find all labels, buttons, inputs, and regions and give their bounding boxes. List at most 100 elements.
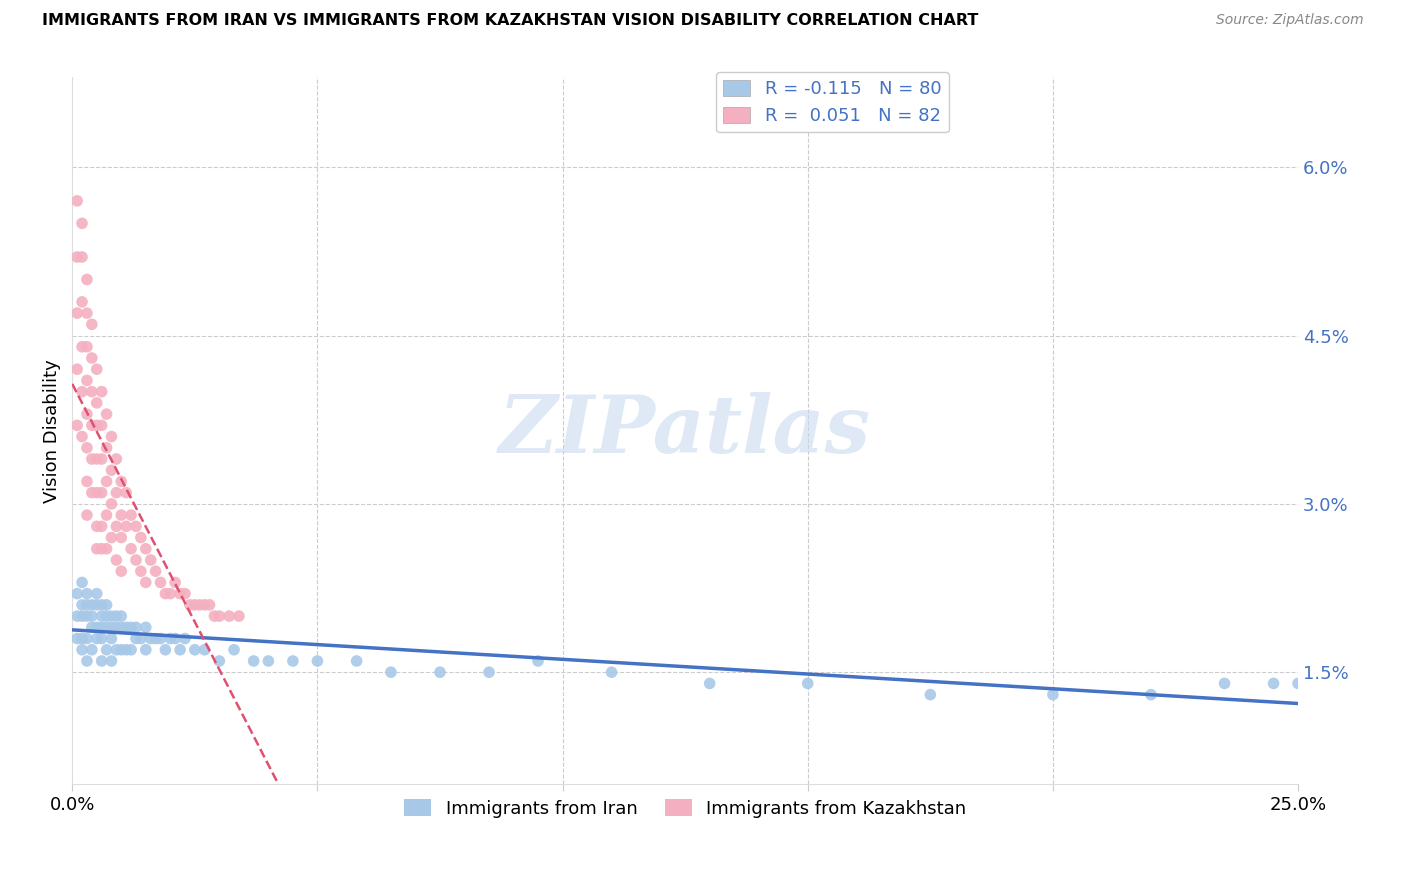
Point	[155, 642, 177, 657]
Point	[110, 609, 132, 624]
Point	[90, 418, 112, 433]
Point	[90, 620, 112, 634]
Point	[1286, 676, 1309, 690]
Point	[281, 654, 304, 668]
Point	[129, 564, 152, 578]
Point	[198, 598, 221, 612]
Point	[66, 250, 89, 264]
Point	[100, 463, 122, 477]
Point	[307, 654, 329, 668]
Point	[165, 575, 187, 590]
Point	[228, 609, 250, 624]
Point	[96, 620, 118, 634]
Point	[184, 642, 207, 657]
Point	[135, 575, 157, 590]
Point	[86, 620, 108, 634]
Text: Source: ZipAtlas.com: Source: ZipAtlas.com	[1216, 13, 1364, 28]
Point	[1140, 688, 1163, 702]
Point	[222, 642, 245, 657]
Point	[70, 429, 93, 443]
Point	[110, 531, 132, 545]
Point	[429, 665, 451, 680]
Point	[66, 609, 89, 624]
Point	[90, 384, 112, 399]
Point	[86, 396, 108, 410]
Point	[110, 475, 132, 489]
Point	[80, 620, 103, 634]
Point	[86, 418, 108, 433]
Point	[80, 418, 103, 433]
Point	[242, 654, 264, 668]
Point	[600, 665, 623, 680]
Point	[70, 340, 93, 354]
Point	[145, 564, 167, 578]
Point	[1042, 688, 1064, 702]
Point	[70, 598, 93, 612]
Point	[86, 452, 108, 467]
Point	[90, 598, 112, 612]
Point	[478, 665, 501, 680]
Point	[699, 676, 721, 690]
Point	[105, 519, 128, 533]
Point	[796, 676, 818, 690]
Point	[66, 587, 89, 601]
Point	[105, 485, 128, 500]
Point	[66, 194, 89, 208]
Point	[76, 441, 98, 455]
Point	[76, 587, 98, 601]
Point	[145, 632, 167, 646]
Point	[174, 587, 197, 601]
Point	[96, 642, 118, 657]
Point	[80, 598, 103, 612]
Point	[90, 654, 112, 668]
Point	[70, 609, 93, 624]
Y-axis label: Vision Disability: Vision Disability	[44, 359, 60, 503]
Point	[120, 541, 142, 556]
Point	[105, 620, 128, 634]
Point	[80, 351, 103, 365]
Point	[100, 632, 122, 646]
Point	[66, 632, 89, 646]
Point	[100, 654, 122, 668]
Point	[105, 642, 128, 657]
Point	[169, 587, 191, 601]
Point	[194, 598, 217, 612]
Point	[86, 541, 108, 556]
Point	[257, 654, 280, 668]
Point	[70, 575, 93, 590]
Point	[120, 508, 142, 522]
Point	[120, 620, 142, 634]
Point	[179, 598, 201, 612]
Point	[80, 609, 103, 624]
Point	[1213, 676, 1236, 690]
Point	[204, 609, 226, 624]
Point	[125, 620, 148, 634]
Point	[120, 642, 142, 657]
Point	[149, 575, 172, 590]
Point	[76, 407, 98, 421]
Point	[76, 373, 98, 387]
Point	[70, 294, 93, 309]
Point	[380, 665, 402, 680]
Point	[70, 250, 93, 264]
Point	[86, 632, 108, 646]
Point	[920, 688, 942, 702]
Point	[96, 508, 118, 522]
Point	[76, 340, 98, 354]
Point	[105, 553, 128, 567]
Point	[76, 632, 98, 646]
Point	[90, 632, 112, 646]
Point	[155, 587, 177, 601]
Point	[139, 553, 162, 567]
Point	[159, 587, 181, 601]
Point	[135, 620, 157, 634]
Point	[208, 609, 231, 624]
Point	[96, 541, 118, 556]
Point	[96, 441, 118, 455]
Point	[115, 519, 138, 533]
Point	[90, 541, 112, 556]
Point	[80, 384, 103, 399]
Point	[188, 598, 211, 612]
Point	[100, 429, 122, 443]
Point	[66, 306, 89, 320]
